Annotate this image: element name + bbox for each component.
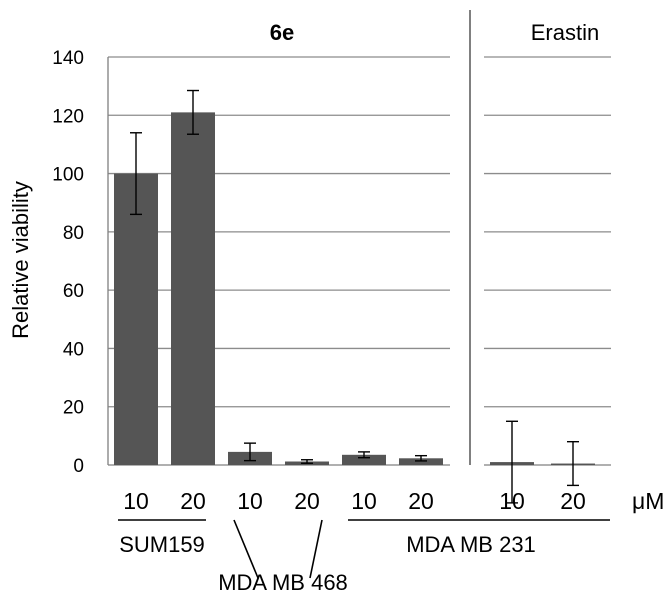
y-axis-label: Relative viability: [8, 181, 33, 339]
bar: [342, 454, 386, 465]
bar: [171, 112, 215, 465]
group-label-mda-mb-468: MDA MB 468: [218, 570, 348, 595]
concentration-label: 10: [499, 488, 525, 514]
bar: [399, 458, 443, 465]
concentration-label: 10: [351, 488, 377, 514]
panel-title-6e: 6e: [270, 20, 294, 45]
group-label-mda-mb-231: MDA MB 231: [406, 532, 536, 557]
bar: [114, 173, 158, 466]
concentration-label: 20: [560, 488, 586, 514]
concentration-label: 20: [294, 488, 320, 514]
unit-label: μM: [632, 488, 664, 514]
error-bars: [130, 89, 579, 504]
y-tick-label: 80: [63, 223, 84, 244]
y-tick-label: 0: [73, 456, 84, 477]
y-tick-label: 40: [63, 339, 84, 360]
y-tick-label: 100: [52, 165, 84, 186]
group-label-sum159: SUM159: [119, 532, 205, 557]
y-tick-label: 140: [52, 48, 84, 69]
concentration-label: 10: [237, 488, 263, 514]
concentration-label: 20: [180, 488, 206, 514]
y-tick-labels: 0 20 40 60 80 100 120 140: [52, 48, 84, 477]
bracket-mda-mb-468-left: [233, 519, 259, 579]
y-tick-label: 60: [63, 281, 84, 302]
concentration-label: 10: [123, 488, 149, 514]
x-labels: 10 20 10 20 10 20 10 20: [123, 488, 586, 514]
gridlines: [108, 56, 611, 408]
y-tick-label: 20: [63, 398, 84, 419]
bars: [114, 112, 595, 466]
bracket-mda-mb-468-right: [309, 519, 323, 579]
panel-title-erastin: Erastin: [531, 20, 599, 45]
concentration-label: 20: [408, 488, 434, 514]
y-tick-label: 120: [52, 106, 84, 127]
